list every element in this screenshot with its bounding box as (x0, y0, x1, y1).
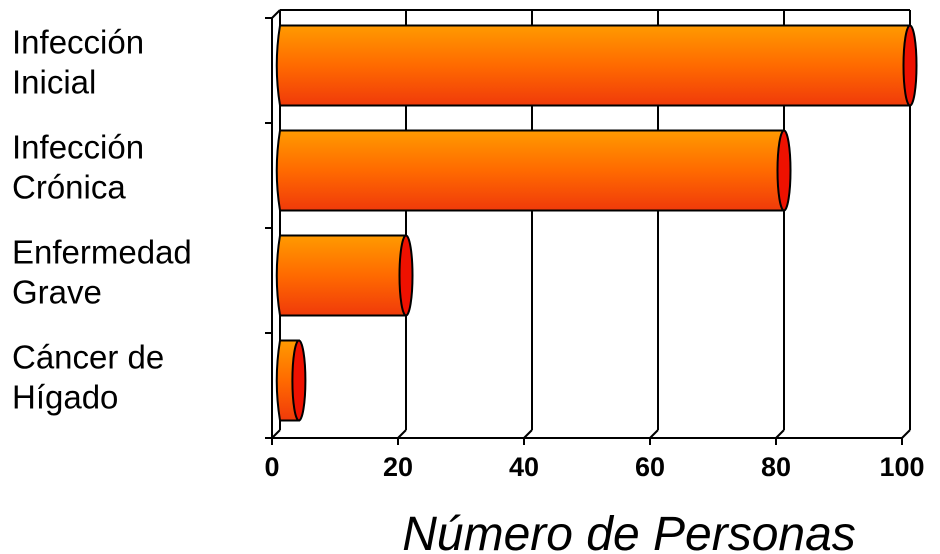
category-label: Enfermedad Grave (12, 234, 192, 311)
bar (275, 24, 911, 107)
bar-end-cap (902, 24, 918, 107)
bar-end-cap (291, 339, 307, 422)
bar-end-cap (776, 129, 792, 212)
y-axis-depth-line (271, 9, 281, 19)
category-labels: Infección Inicial Infección Crónica Enfermed… (12, 24, 192, 416)
x-tick-label: 40 (509, 452, 539, 482)
x-tick-label: 0 (264, 452, 279, 482)
grid-depth-line (523, 429, 533, 439)
bar-end-cap (398, 234, 414, 317)
x-axis-title: Número de Personas (402, 508, 856, 554)
category-label: Infección Inicial (12, 24, 144, 101)
x-tick-label: 100 (879, 452, 924, 482)
x-tick-label: 20 (383, 452, 413, 482)
grid-depth-line (901, 429, 911, 439)
x-tick-label: 80 (761, 452, 791, 482)
category-label: Infección Crónica (12, 129, 144, 206)
bar (275, 129, 785, 212)
grid-depth-line (649, 429, 659, 439)
x-tick-labels: 0 20 40 60 80 100 (264, 452, 924, 482)
bars (275, 24, 918, 422)
category-label: Cáncer de Hígado (12, 339, 164, 416)
grid-depth-line (271, 429, 281, 439)
grid-depth-line (397, 429, 407, 439)
x-tick-label: 60 (635, 452, 665, 482)
grid-depth-line (775, 429, 785, 439)
bar (275, 234, 407, 317)
